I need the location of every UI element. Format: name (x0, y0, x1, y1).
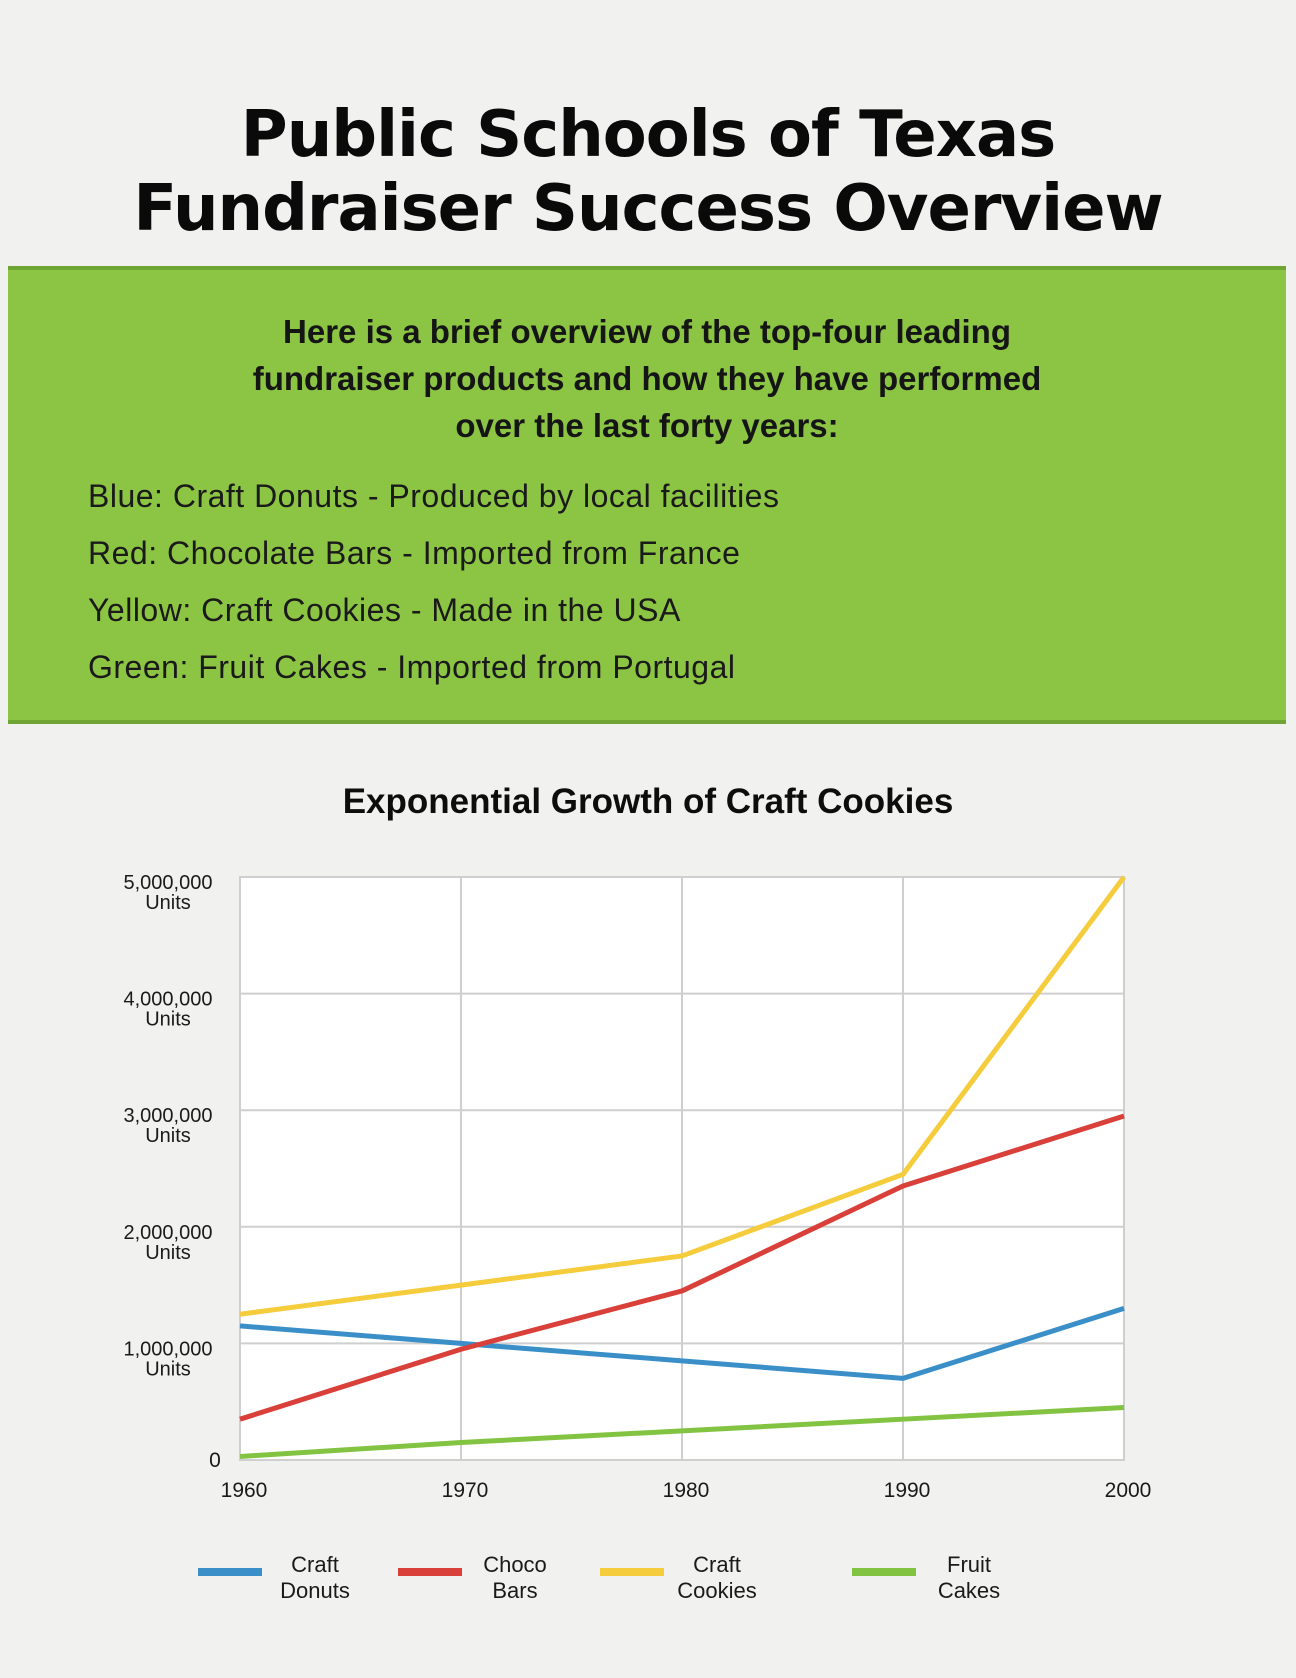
y-tick-label: 3,000,000 (124, 1105, 213, 1127)
y-tick-unit: Units (145, 1009, 191, 1031)
legend-label: Cakes (938, 1578, 1000, 1603)
y-tick-unit: Units (145, 1125, 191, 1147)
y-tick-unit: Units (145, 892, 191, 914)
legend-label: Fruit (947, 1552, 991, 1577)
x-tick-label: 1990 (884, 1479, 931, 1502)
title-line-2: Fundraiser Success Overview (133, 172, 1163, 246)
product-item-blue: Blue: Craft Donuts - Produced by local f… (88, 478, 780, 514)
legend-label: Donuts (280, 1578, 350, 1603)
legend-label: Craft (693, 1552, 741, 1577)
x-tick-label: 2000 (1105, 1479, 1152, 1502)
x-tick-label: 1980 (663, 1479, 710, 1502)
y-tick-unit: Units (145, 1242, 191, 1264)
x-tick-label: 1970 (442, 1479, 489, 1502)
product-list: Blue: Craft Donuts - Produced by local f… (88, 468, 779, 696)
y-tick-label: 1,000,000 (124, 1338, 213, 1360)
product-item-yellow: Yellow: Craft Cookies - Made in the USA (88, 592, 681, 628)
product-item-red: Red: Chocolate Bars - Imported from Fran… (88, 535, 741, 571)
legend-label: Craft (291, 1552, 339, 1577)
intro-line-1: Here is a brief overview of the top-four… (283, 313, 1011, 350)
legend-label: Cookies (677, 1578, 756, 1603)
legend-label: Choco (483, 1552, 547, 1577)
y-tick-label: 2,000,000 (124, 1222, 213, 1244)
series-line-choco-bars (239, 1113, 1125, 1422)
y-tick-label: 0 (209, 1449, 221, 1472)
chart-title: Exponential Growth of Craft Cookies (342, 782, 954, 821)
intro-line-3: over the last forty years: (455, 407, 839, 444)
legend-label: Bars (492, 1578, 537, 1603)
overview-panel: Here is a brief overview of the top-four… (8, 266, 1286, 724)
series-line-craft-donuts (239, 1306, 1125, 1381)
intro-line-2: fundraiser products and how they have pe… (252, 360, 1042, 397)
series-line-craft-cookies (239, 875, 1127, 1317)
page-title: Public Schools of Texas Fundraiser Succe… (0, 98, 1296, 246)
product-item-green: Green: Fruit Cakes - Imported from Portu… (88, 649, 736, 685)
title-line-1: Public Schools of Texas (240, 98, 1056, 172)
y-tick-label: 4,000,000 (124, 989, 213, 1011)
y-tick-label: 5,000,000 (124, 872, 213, 894)
x-tick-label: 1960 (221, 1479, 268, 1502)
series-line-fruit-cakes (239, 1405, 1125, 1459)
y-tick-unit: Units (145, 1358, 191, 1380)
overview-intro: Here is a brief overview of the top-four… (8, 308, 1286, 449)
